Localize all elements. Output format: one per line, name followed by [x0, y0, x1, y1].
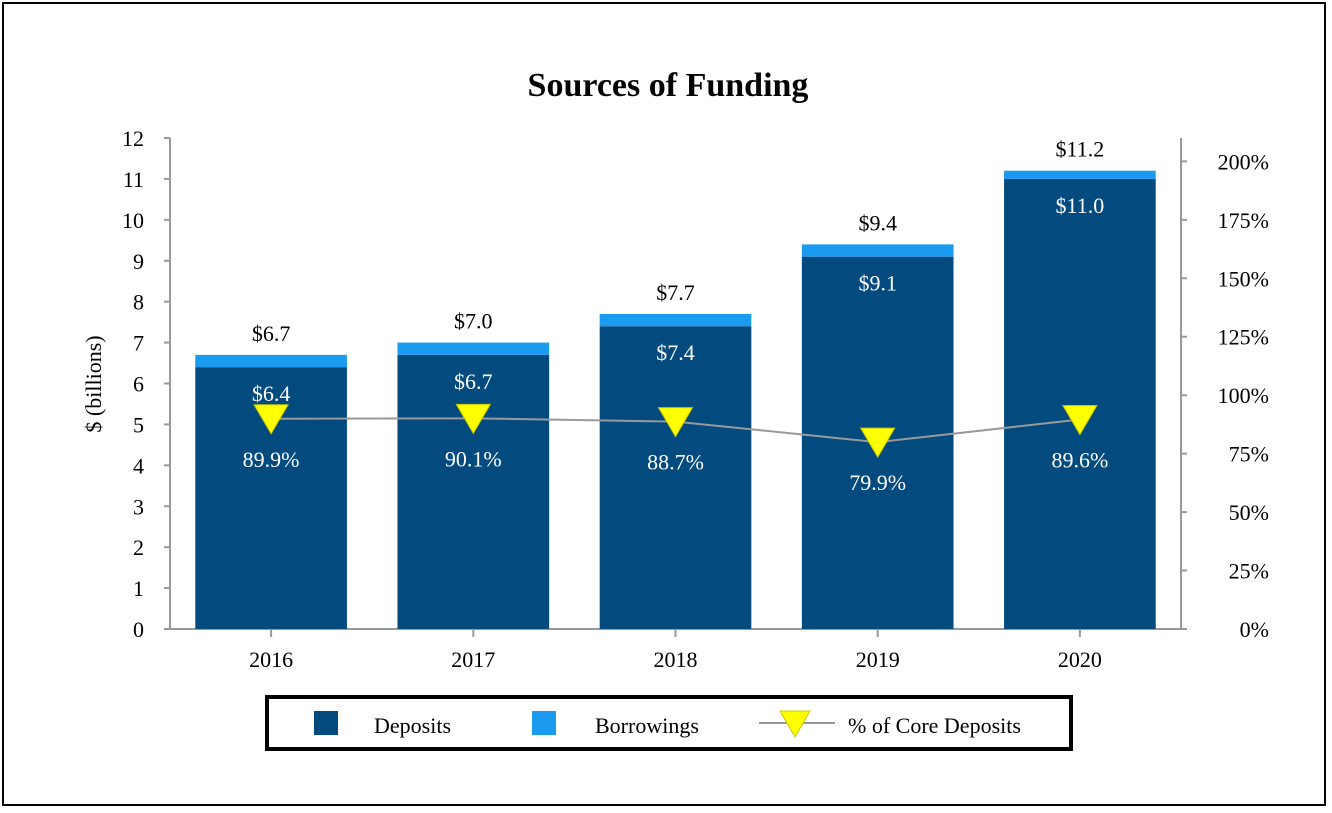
y-tick-label: 12	[122, 126, 144, 151]
bar-deposits-label: $6.4	[252, 381, 291, 406]
legend-label-core-deposits: % of Core Deposits	[848, 713, 1021, 738]
y-tick-label: 11	[123, 167, 144, 192]
y2-tick-label: 25%	[1229, 559, 1269, 584]
legend-label-deposits: Deposits	[374, 713, 451, 738]
core-deposits-marker	[1062, 405, 1098, 436]
legend-label-borrowings: Borrowings	[595, 713, 699, 738]
plot-area: 01234567891011120%25%50%75%100%125%150%1…	[122, 126, 1269, 672]
bar-total-label: $7.0	[454, 309, 493, 334]
bar-total-label: $6.7	[252, 321, 291, 346]
bar-total-label: $11.2	[1056, 137, 1105, 162]
y2-tick-label: 75%	[1229, 442, 1269, 467]
bar-borrowings	[1004, 170, 1156, 179]
x-tick-label: 2019	[856, 647, 900, 672]
legend: Deposits Borrowings % of Core Deposits	[265, 695, 1073, 751]
x-tick-label: 2020	[1058, 647, 1102, 672]
y2-tick-label: 200%	[1218, 149, 1269, 174]
core-deposits-marker	[859, 427, 896, 459]
core-deposits-label: 88.7%	[647, 450, 704, 475]
x-tick-label: 2017	[451, 647, 495, 672]
y2-tick-label: 125%	[1218, 325, 1269, 350]
bar-borrowings	[801, 244, 954, 257]
legend-swatch-deposits	[314, 711, 338, 735]
y-tick-label: 8	[133, 290, 144, 315]
y2-tick-label: 150%	[1218, 266, 1269, 291]
core-deposits-marker	[455, 403, 492, 435]
y-tick-label: 3	[133, 494, 144, 519]
chart-svg: Sources of Funding $ (billions) 01234567…	[81, 67, 1269, 751]
bar-borrowings	[195, 354, 347, 368]
bar-total-label: $9.4	[858, 210, 897, 235]
y-tick-label: 1	[133, 576, 144, 601]
bar-deposits-label: $11.0	[1056, 193, 1105, 218]
core-deposits-label: 79.9%	[849, 470, 906, 495]
legend-swatch-borrowings	[532, 711, 556, 735]
bar-deposits	[397, 354, 550, 629]
y-tick-label: 9	[133, 249, 144, 274]
core-deposits-marker	[253, 404, 289, 435]
chart-title: Sources of Funding	[528, 67, 809, 104]
y-tick-label: 10	[122, 208, 144, 233]
core-deposits-label: 90.1%	[445, 446, 502, 471]
y-tick-label: 4	[133, 453, 144, 478]
y-tick-label: 5	[133, 412, 144, 437]
core-deposits-label: 89.9%	[243, 447, 300, 472]
x-tick-label: 2016	[249, 647, 293, 672]
bar-borrowings	[397, 342, 550, 355]
y2-tick-label: 175%	[1218, 208, 1269, 233]
y-axis-label: $ (billions)	[81, 335, 106, 432]
legend-box	[265, 695, 1073, 751]
y2-tick-label: 0%	[1240, 617, 1269, 642]
bar-deposits-label: $6.7	[454, 369, 493, 394]
bar-deposits-label: $9.1	[858, 271, 897, 296]
y-tick-label: 7	[133, 331, 144, 356]
bar-deposits	[599, 326, 752, 629]
y2-tick-label: 100%	[1218, 383, 1269, 408]
y-tick-label: 0	[133, 617, 144, 642]
bar-borrowings	[599, 313, 752, 327]
y-tick-label: 2	[133, 535, 144, 560]
y-tick-label: 6	[133, 372, 144, 397]
core-deposits-label: 89.6%	[1051, 448, 1108, 473]
bar-deposits-label: $7.4	[656, 340, 695, 365]
legend-marker-core-deposits	[779, 710, 811, 739]
bar-deposits	[1004, 178, 1156, 629]
bar-total-label: $7.7	[656, 280, 695, 305]
core-deposits-marker	[657, 407, 694, 438]
y2-tick-label: 50%	[1229, 500, 1269, 525]
x-tick-label: 2018	[654, 647, 698, 672]
